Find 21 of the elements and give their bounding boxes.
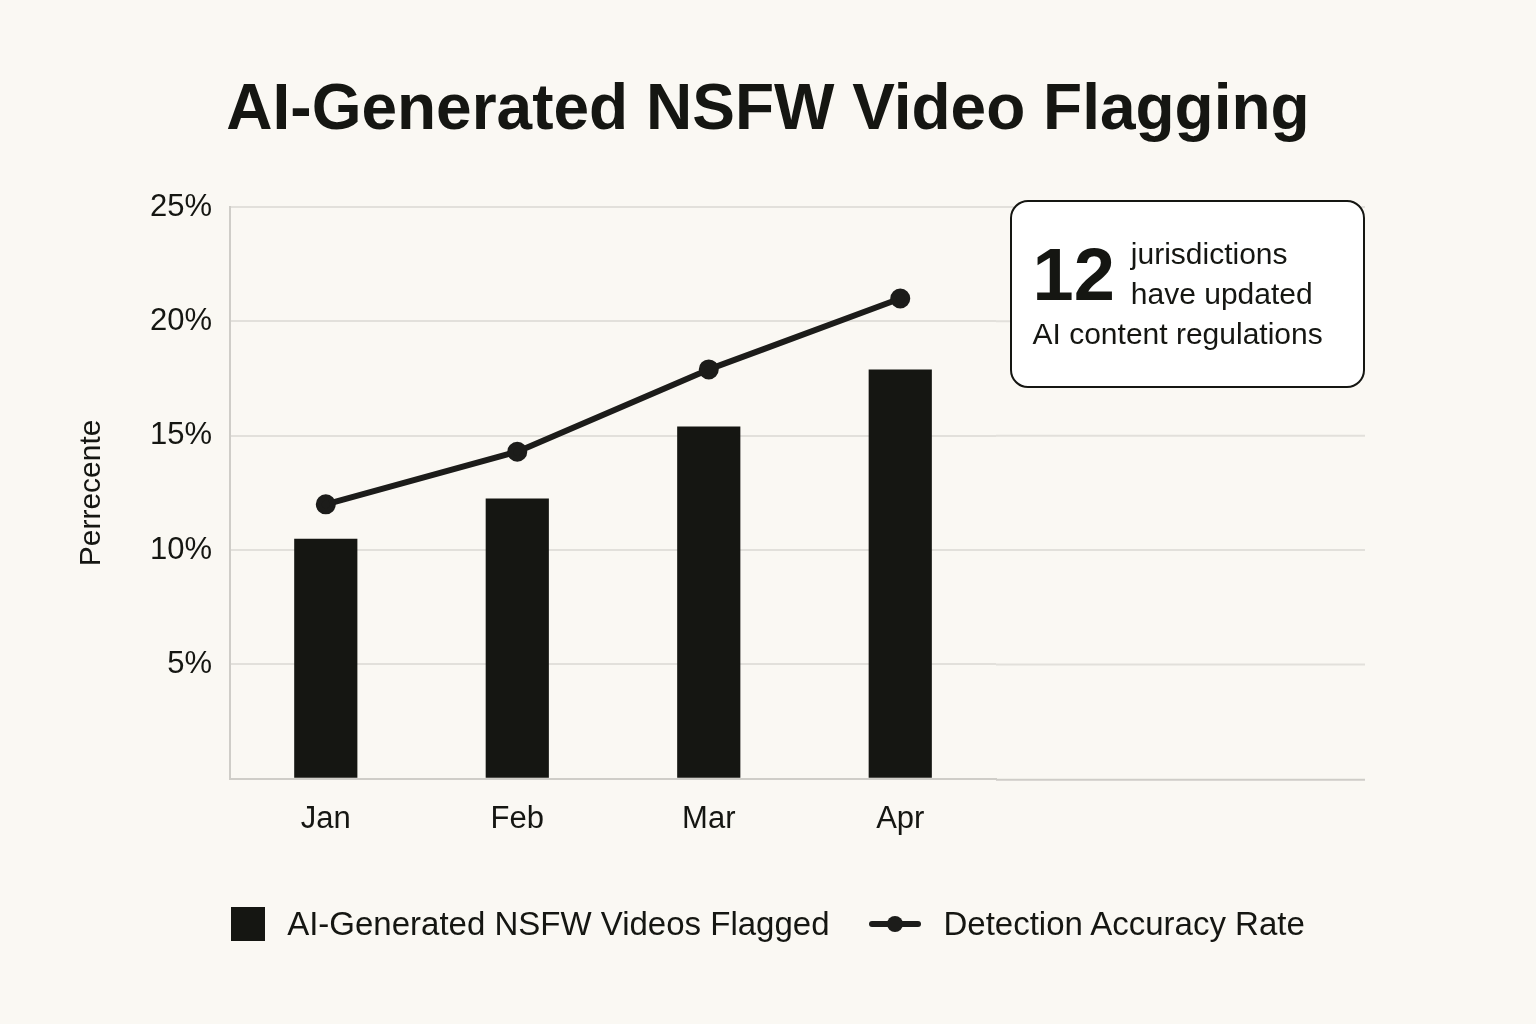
y-tick-label: 5% — [167, 644, 213, 680]
point — [507, 441, 528, 462]
legend-label: Detection Accuracy Rate — [943, 905, 1305, 943]
y-tick-label: 20% — [150, 301, 213, 337]
point — [315, 494, 336, 515]
bar — [294, 538, 358, 778]
bar — [868, 369, 932, 778]
chart-title: AI-Generated NSFW Video Flagging — [225, 70, 1311, 144]
bar — [677, 426, 741, 778]
x-tick-label: Jan — [300, 799, 351, 835]
y-tick-label: 10% — [150, 530, 213, 566]
legend-label: AI-Generated NSFW Videos Flagged — [287, 905, 830, 943]
y-tick-label: 15% — [150, 416, 213, 452]
x-tick-label: Mar — [682, 799, 736, 835]
point — [698, 359, 719, 380]
y-axis-title: Perrecente — [73, 419, 107, 567]
x-tick-label: Feb — [490, 799, 544, 835]
y-tick-label: 25% — [150, 187, 213, 223]
point — [890, 288, 911, 309]
bar — [485, 498, 549, 778]
x-tick-label: Apr — [876, 799, 925, 835]
